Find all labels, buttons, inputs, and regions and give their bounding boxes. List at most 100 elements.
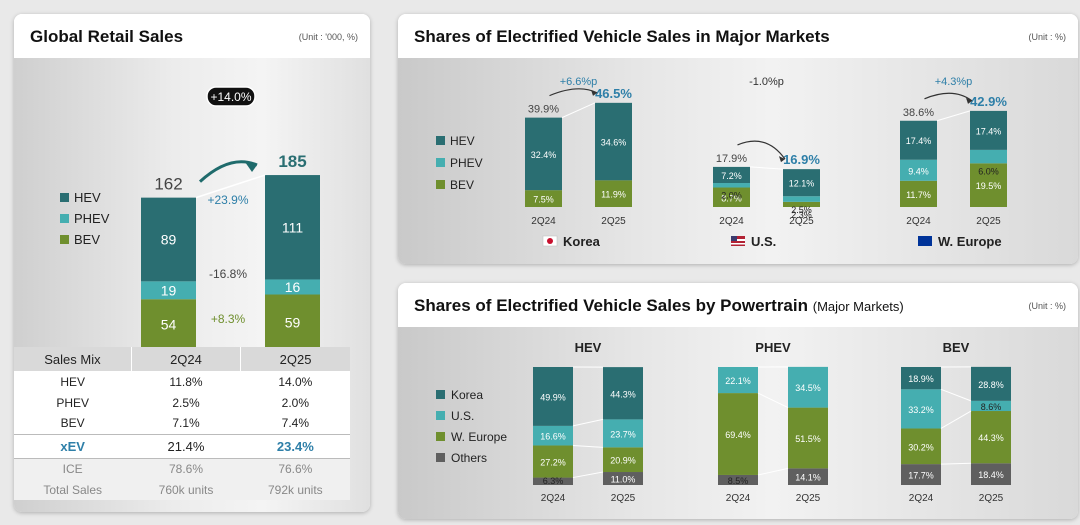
- eu-flag: [918, 236, 932, 246]
- legend-swatch: [436, 432, 445, 441]
- change-arrow: [924, 92, 973, 102]
- legend-swatch: [436, 158, 445, 167]
- panel-header: Shares of Electrified Vehicle Sales in M…: [398, 14, 1078, 58]
- data-label: 59: [285, 314, 301, 330]
- total-label: 162: [154, 175, 182, 194]
- data-label: 16.6%: [540, 432, 566, 442]
- data-label: 27.2%: [540, 458, 566, 468]
- bar-others: [718, 474, 758, 485]
- table-row: PHEV 2.5% 2.0%: [14, 392, 350, 413]
- panel-header: Shares of Electrified Vehicle Sales by P…: [398, 283, 1078, 327]
- total-label: 42.9%: [970, 94, 1007, 109]
- tick-label: 2Q25: [611, 493, 636, 504]
- tick-label: 2Q25: [789, 216, 814, 227]
- connector-line: [749, 166, 784, 170]
- market-shares-chart: HEV PHEV BEV 7.5% 32.4% 2Q24 11.9% 34.6% 2Q25 39.…: [436, 76, 1007, 249]
- tick-label: 2Q25: [976, 216, 1001, 227]
- legend-label: BEV: [450, 178, 474, 192]
- row-value: 7.1%: [131, 413, 241, 434]
- data-label: 54: [161, 317, 177, 333]
- row-value: 11.8%: [131, 371, 241, 392]
- table-row: BEV 7.1% 7.4%: [14, 413, 350, 434]
- data-label: 22.1%: [725, 376, 751, 386]
- data-label: 44.3%: [978, 433, 1004, 443]
- bar-hev: [595, 102, 632, 181]
- bar-bev-2Q24: [141, 299, 196, 350]
- flag-canton: [731, 236, 737, 241]
- legend-swatch: [436, 453, 445, 462]
- powertrain-shares-panel: Shares of Electrified Vehicle Sales by P…: [398, 283, 1078, 519]
- data-label: 2.5%: [791, 205, 812, 215]
- bar-us: [603, 419, 643, 448]
- bar-weurope: [971, 411, 1011, 464]
- market-name: W. Europe: [938, 234, 1002, 249]
- change-arrow-head: [779, 156, 785, 163]
- data-label: 19.5%: [976, 181, 1002, 191]
- row-value: 2.0%: [240, 392, 350, 413]
- data-label: 9.4%: [908, 166, 929, 176]
- tick-label: 2Q24: [531, 216, 556, 227]
- panel-title-main: Shares of Electrified Vehicle Sales by P…: [414, 296, 808, 315]
- change-arrow: [549, 88, 598, 97]
- legend-label: HEV: [74, 190, 101, 205]
- bar-us: [901, 389, 941, 429]
- row-value: 2.5%: [131, 392, 241, 413]
- bar-hev: [525, 117, 562, 191]
- legend-label: W. Europe: [451, 430, 507, 444]
- market-name: Korea: [563, 234, 601, 249]
- bar-bev: [970, 163, 1007, 207]
- legend-swatch: [436, 390, 445, 399]
- data-label: 8.6%: [981, 402, 1002, 412]
- change-label: +23.9%: [207, 193, 248, 207]
- tick-label: 2Q24: [909, 493, 934, 504]
- xev-label: xEV: [14, 433, 132, 459]
- bar-korea: [901, 367, 941, 390]
- panel-header: Global Retail Sales (Unit : '000, %): [14, 14, 370, 58]
- data-label: 2.0%: [721, 191, 742, 201]
- panel-title: Shares of Electrified Vehicle Sales by P…: [414, 296, 904, 316]
- bar-hev: [970, 110, 1007, 150]
- unit-label: (Unit : '000, %): [298, 32, 358, 42]
- bar-bev: [525, 190, 562, 207]
- total-label: 38.6%: [903, 107, 934, 119]
- tick-label: 2Q24: [726, 493, 751, 504]
- bar-weurope: [533, 445, 573, 478]
- tick-label: 2Q24: [906, 216, 931, 227]
- table-header-2q24: 2Q24: [131, 347, 242, 371]
- growth-badge: [206, 86, 256, 107]
- bar-us: [971, 400, 1011, 412]
- connector-line: [195, 174, 266, 199]
- total-label: 16.9%: [783, 152, 820, 167]
- legend-swatch: [60, 193, 69, 202]
- legend-label: Korea: [451, 388, 483, 402]
- legend-label: BEV: [74, 232, 100, 247]
- bar-korea: [971, 366, 1011, 401]
- connector-line: [936, 110, 971, 122]
- tick-label: 2Q24: [719, 216, 744, 227]
- table-row: HEV 11.8% 14.0%: [14, 371, 350, 392]
- growth-badge-text: +14.0%: [210, 90, 251, 104]
- bar-us: [788, 366, 828, 408]
- bar-phev: [713, 183, 750, 188]
- change-label: -16.8%: [209, 267, 247, 281]
- data-label: 11.0%: [611, 475, 636, 485]
- bar-others: [788, 468, 828, 485]
- change-label: +6.6%p: [560, 76, 598, 88]
- data-label: 11.7%: [906, 190, 931, 200]
- data-label: 51.5%: [795, 434, 821, 444]
- group-title: PHEV: [755, 340, 791, 355]
- legend-swatch: [60, 214, 69, 223]
- total-label: 17.9%: [716, 153, 747, 165]
- data-label: 32.4%: [531, 150, 557, 160]
- data-label: 44.3%: [610, 389, 636, 399]
- data-label: 30.2%: [908, 442, 934, 452]
- bar-bev: [783, 201, 820, 207]
- change-label: +8.3%: [211, 312, 246, 326]
- ice-value: 76.6%: [240, 458, 350, 479]
- data-label: 69.4%: [725, 430, 751, 440]
- connector-line: [757, 467, 789, 476]
- growth-arrow-head: [245, 162, 257, 173]
- table-header-label: Sales Mix: [14, 347, 132, 371]
- tick-label: 2Q25: [601, 216, 626, 227]
- powertrain-shares-chart: Korea U.S. W. Europe Others HEV 6.3% 27.2% 16.6…: [436, 340, 1011, 504]
